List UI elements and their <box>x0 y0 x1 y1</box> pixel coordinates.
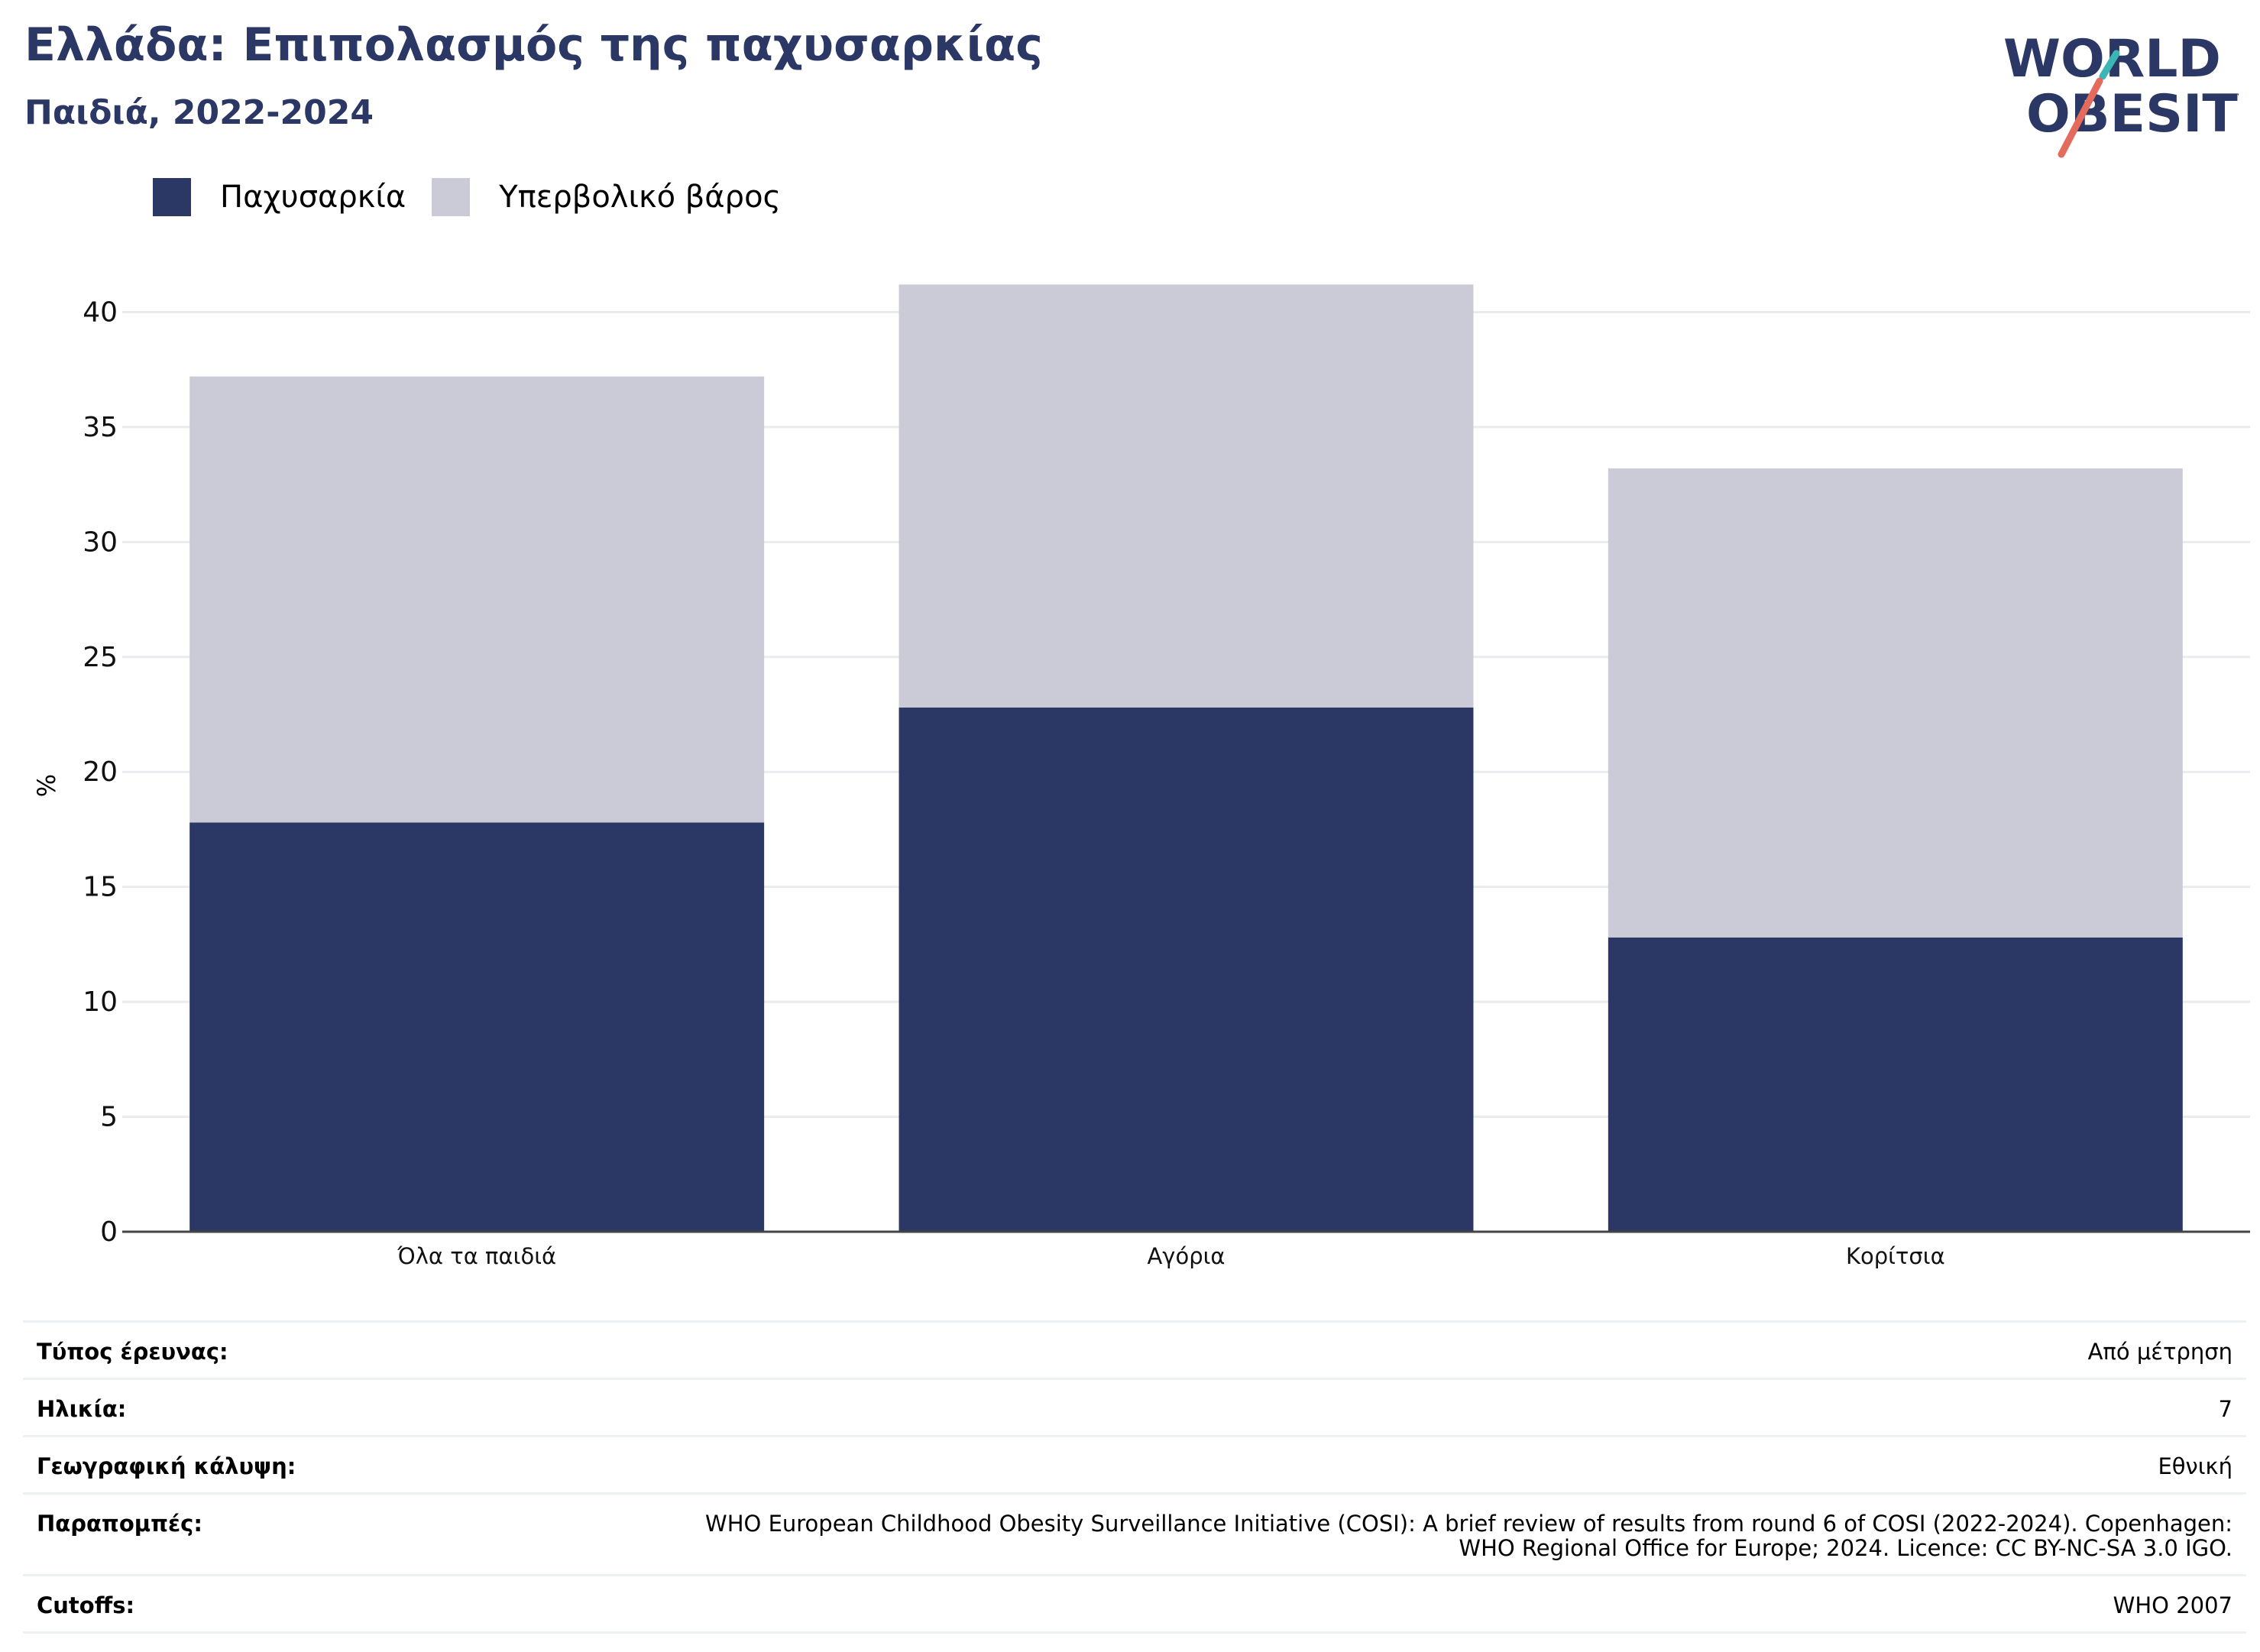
x-tick-label: Όλα τα παιδιά <box>397 1243 556 1269</box>
legend-label-overweight: Υπερβολικό βάρος <box>499 180 782 215</box>
legend-item-obesity: Παχυσαρκία <box>153 178 406 216</box>
info-value: WHO European Childhood Obesity Surveilla… <box>705 1511 2232 1561</box>
bar-obesity <box>898 707 1474 1232</box>
y-tick-label: 25 <box>83 642 118 673</box>
legend-label-obesity: Παχυσαρκία <box>220 180 406 215</box>
info-row-references: Παραπομπές: WHO European Childhood Obesi… <box>23 1495 2246 1576</box>
logo-slash-red <box>2058 77 2103 158</box>
info-value: WHO 2007 <box>2113 1592 2232 1618</box>
info-row-survey-type: Τύπος έρευνας: Από μέτρηση <box>23 1323 2246 1380</box>
chart-subtitle: Παιδιά, 2022-2024 <box>24 93 374 132</box>
y-axis-label: % <box>32 774 61 797</box>
y-tick-label: 0 <box>100 1216 118 1248</box>
y-tick-label: 5 <box>100 1102 118 1133</box>
bar-obesity <box>1608 937 2183 1232</box>
legend-swatch-obesity <box>153 178 191 216</box>
legend: Παχυσαρκία Υπερβολικό βάρος <box>153 174 807 220</box>
y-tick-label: 35 <box>83 412 118 443</box>
y-tick-label: 10 <box>83 986 118 1018</box>
info-label: Γεωγραφική κάλυψη: <box>37 1453 296 1479</box>
logo-slash-teal <box>2099 50 2120 80</box>
y-tick-label: 30 <box>83 526 118 558</box>
info-label: Τύπος έρευνας: <box>37 1339 228 1365</box>
info-row-coverage: Γεωγραφική κάλυψη: Εθνική <box>23 1437 2246 1495</box>
y-tick-label: 20 <box>83 756 118 788</box>
legend-swatch-overweight <box>432 178 471 216</box>
info-value: 7 <box>2218 1396 2232 1422</box>
logo-word-obesity: OBESITY <box>2026 84 2239 144</box>
world-obesity-logo: WORLD OBESITY <box>2003 29 2239 158</box>
stacked-bar-chart: % 0 5 10 15 20 25 30 35 40 Όλα τα παιδιά Αγόρια Κορ… <box>32 284 2250 1269</box>
y-tick-label: 15 <box>83 872 118 903</box>
info-label: Ηλικία: <box>37 1396 127 1422</box>
bar-overweight <box>1608 468 2183 938</box>
chart-title: Ελλάδα: Επιπολασμός της παχυσαρκίας <box>24 18 1043 72</box>
info-label: Cutoffs: <box>37 1592 135 1618</box>
y-tick-label: 40 <box>83 296 118 328</box>
info-row-age: Ηλικία: 7 <box>23 1380 2246 1437</box>
bar-obesity <box>189 822 765 1232</box>
info-table: Τύπος έρευνας: Από μέτρηση Ηλικία: 7 Γεω… <box>23 1320 2246 1634</box>
legend-item-overweight: Υπερβολικό βάρος <box>432 178 781 216</box>
info-value: Εθνική <box>2158 1453 2232 1479</box>
bar-overweight <box>189 376 765 823</box>
x-tick-label: Κορίτσια <box>1846 1243 1945 1269</box>
info-value: Από μέτρηση <box>2087 1339 2232 1365</box>
info-row-cutoffs: Cutoffs: WHO 2007 <box>23 1576 2246 1634</box>
info-label: Παραπομπές: <box>37 1511 202 1537</box>
bar-overweight <box>898 284 1474 708</box>
x-tick-label: Αγόρια <box>1147 1243 1225 1269</box>
